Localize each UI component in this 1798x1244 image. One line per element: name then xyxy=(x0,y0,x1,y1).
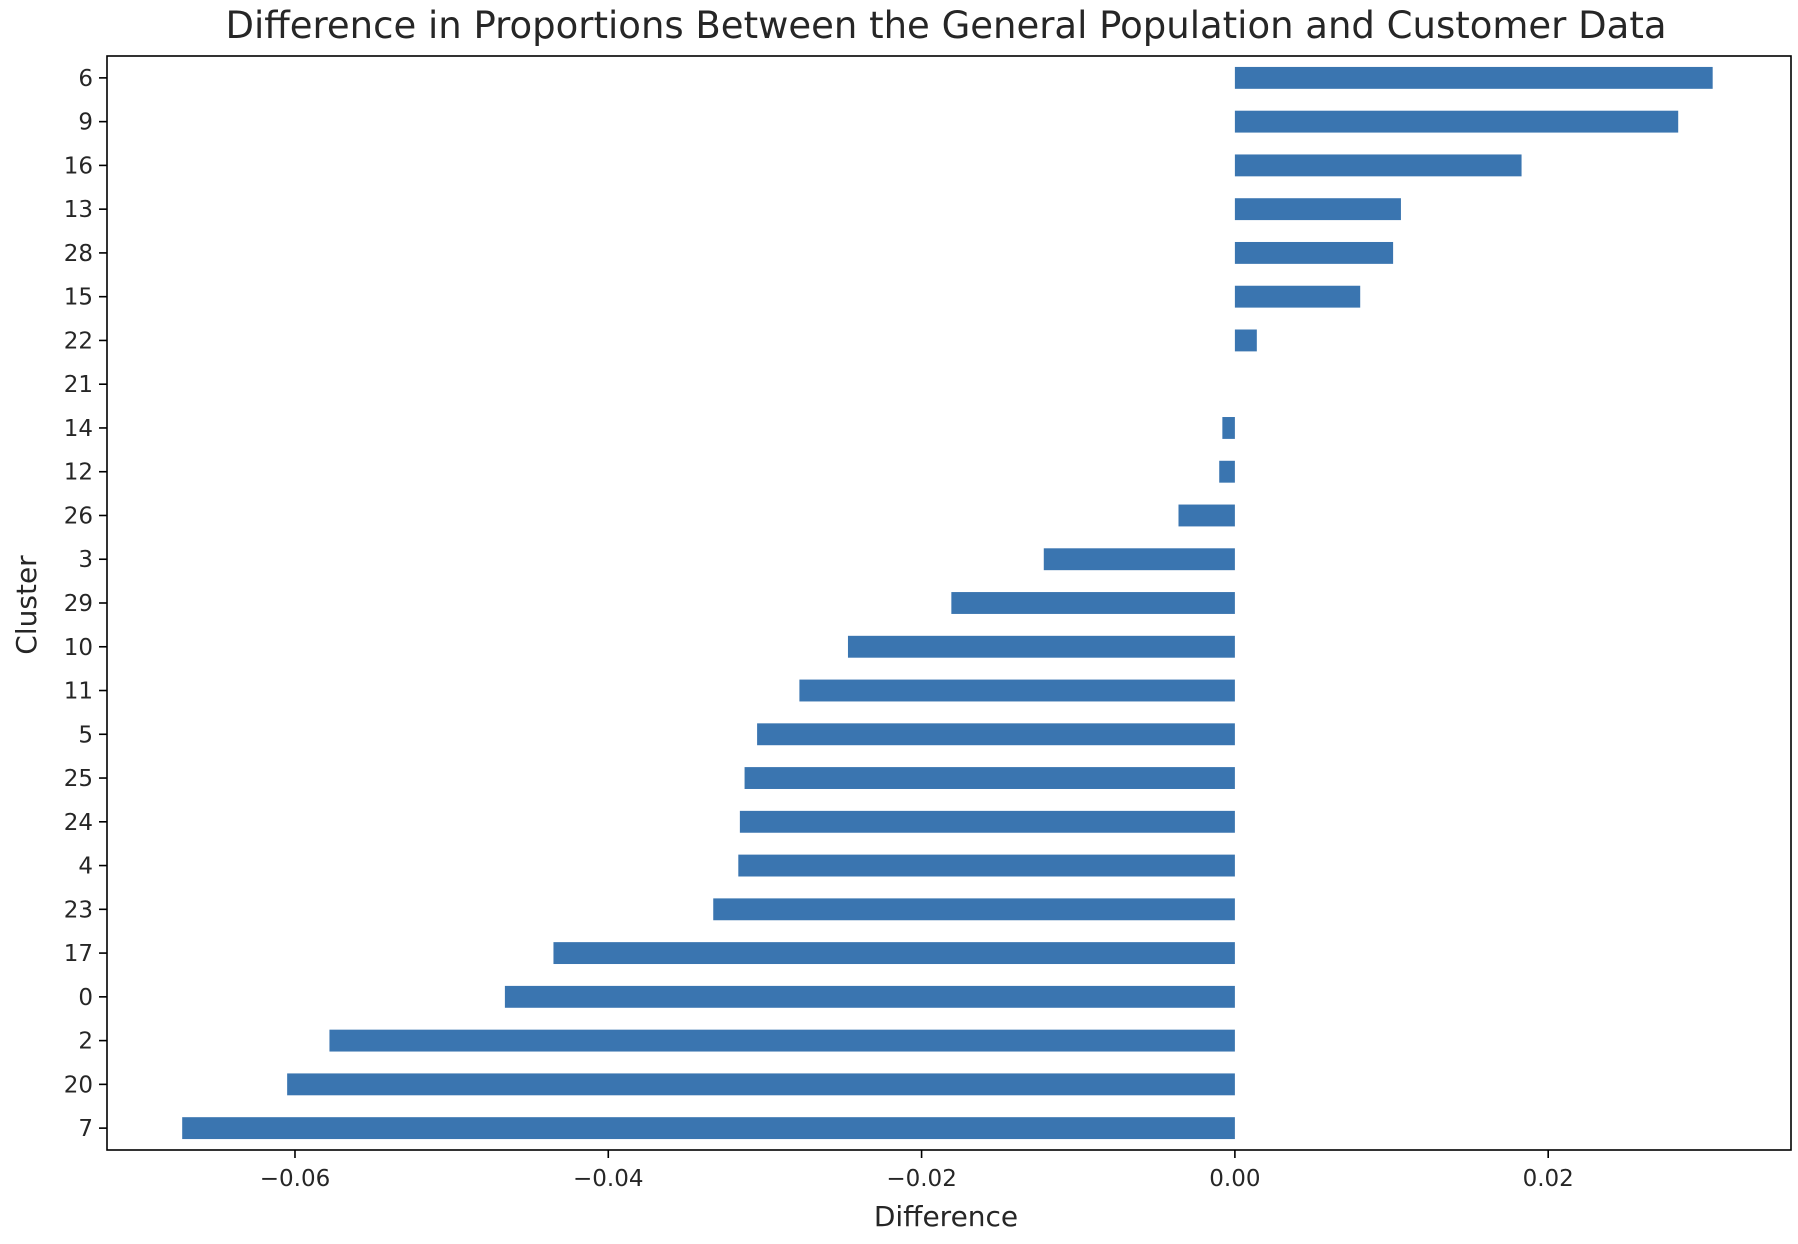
bar-cluster-2 xyxy=(329,1029,1235,1052)
bar-cluster-0 xyxy=(504,985,1235,1008)
x-tick-label: −0.06 xyxy=(260,1166,330,1192)
y-tick-label: 20 xyxy=(64,1072,93,1098)
bar-cluster-5 xyxy=(757,723,1235,746)
bar-cluster-28 xyxy=(1234,241,1394,264)
x-tick-label: 0.02 xyxy=(1523,1166,1574,1192)
y-tick-label: 9 xyxy=(78,110,93,136)
x-tick-label: −0.02 xyxy=(886,1166,956,1192)
y-tick-label: 2 xyxy=(78,1029,93,1055)
y-tick-label: 6 xyxy=(78,66,93,92)
bar-cluster-7 xyxy=(182,1117,1235,1140)
y-tick-label: 0 xyxy=(78,985,93,1011)
y-axis-title: Cluster xyxy=(10,555,43,655)
bar-cluster-26 xyxy=(1178,504,1235,527)
y-tick-label: 15 xyxy=(64,285,93,311)
y-tick-label: 17 xyxy=(64,941,93,967)
bar-cluster-6 xyxy=(1234,66,1713,89)
bar-cluster-23 xyxy=(713,898,1235,921)
y-tick-label: 7 xyxy=(78,1116,93,1142)
y-tick-label: 3 xyxy=(78,547,93,573)
bar-cluster-12 xyxy=(1219,460,1235,483)
bar-cluster-9 xyxy=(1234,110,1679,133)
y-tick-label: 22 xyxy=(64,328,93,354)
bar-cluster-10 xyxy=(847,635,1235,658)
bar-cluster-3 xyxy=(1043,548,1235,571)
bar-cluster-25 xyxy=(744,767,1235,789)
bar-cluster-22 xyxy=(1234,329,1257,352)
y-tick-label: 16 xyxy=(64,153,93,179)
y-tick-label: 14 xyxy=(64,416,93,442)
bar-cluster-11 xyxy=(799,679,1235,702)
y-tick-label: 21 xyxy=(64,372,93,398)
y-tick-label: 23 xyxy=(64,897,93,923)
y-tick-label: 28 xyxy=(64,241,93,267)
bar-cluster-24 xyxy=(739,810,1235,833)
x-tick-label: 0.00 xyxy=(1209,1166,1260,1192)
bar-cluster-13 xyxy=(1234,198,1401,221)
chart-title: Difference in Proportions Between the Ge… xyxy=(225,4,1666,47)
bar-cluster-14 xyxy=(1222,417,1235,439)
y-tick-label: 5 xyxy=(78,722,93,748)
bar-cluster-29 xyxy=(951,592,1235,614)
y-tick-label: 29 xyxy=(64,591,93,617)
bar-cluster-17 xyxy=(553,942,1235,965)
y-tick-label: 4 xyxy=(78,854,93,880)
y-tick-label: 24 xyxy=(64,810,93,836)
y-tick-label: 26 xyxy=(64,503,93,529)
x-axis-title: Difference xyxy=(874,1200,1018,1233)
y-tick-label: 12 xyxy=(64,460,93,486)
y-tick-label: 10 xyxy=(64,635,93,661)
y-tick-label: 13 xyxy=(64,197,93,223)
bar-cluster-20 xyxy=(287,1073,1235,1096)
bar-cluster-16 xyxy=(1234,154,1522,177)
x-tick-label: −0.04 xyxy=(573,1166,643,1192)
y-tick-label: 25 xyxy=(64,766,93,792)
bar-cluster-15 xyxy=(1234,285,1361,308)
axes-group: 6 9 16 13 28 15 22 21 14 12 26 3 29 10 11 5 25 24 4 23 17 0 2 2… xyxy=(64,55,1792,1192)
bars-group xyxy=(182,66,1713,1140)
y-tick-label: 11 xyxy=(64,679,93,705)
bar-cluster-4 xyxy=(738,854,1235,877)
